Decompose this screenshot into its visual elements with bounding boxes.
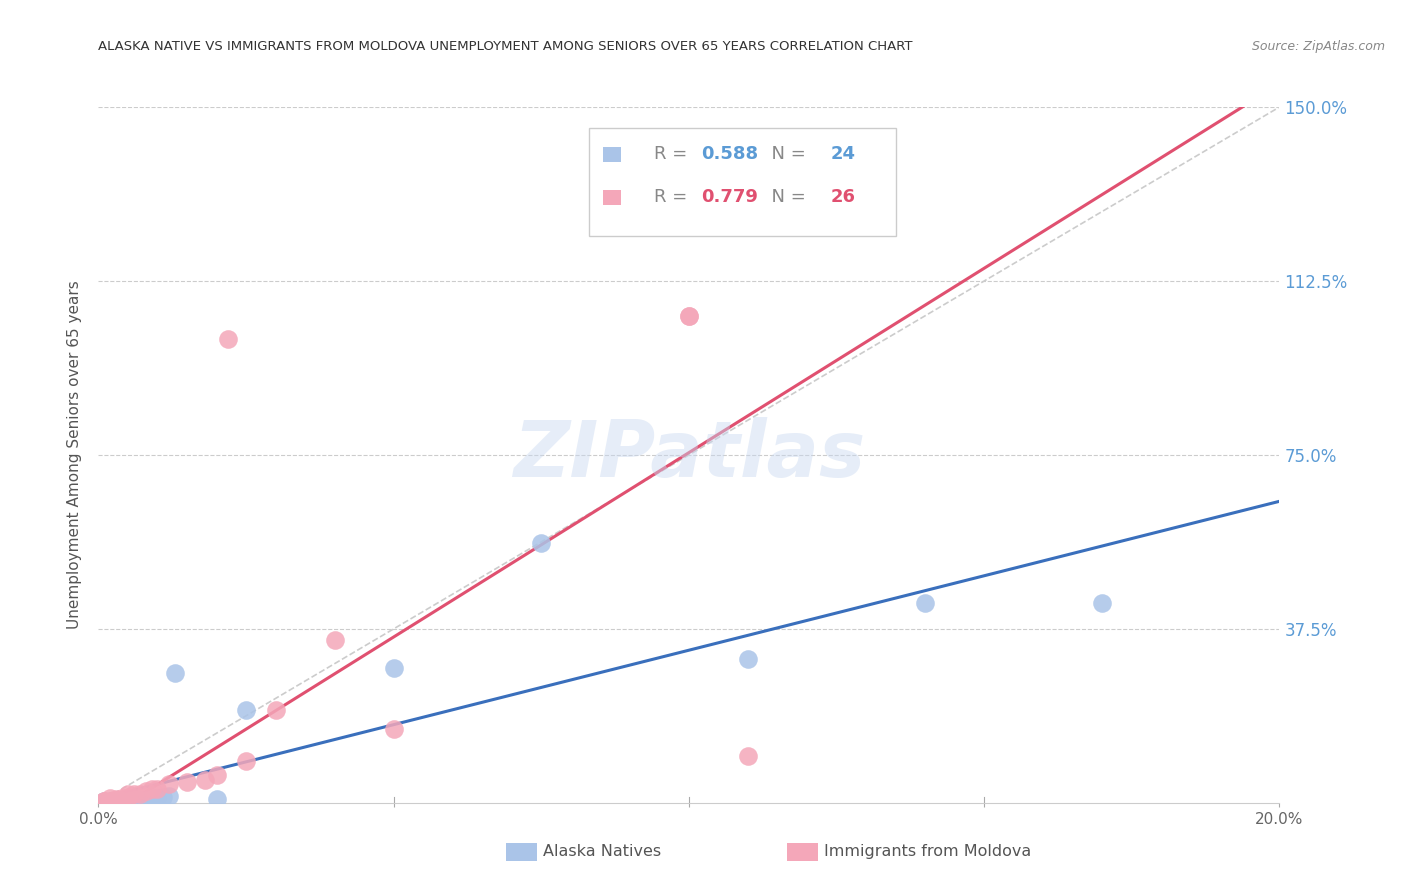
Point <box>93 795 115 809</box>
Point <box>382 722 405 736</box>
Text: Immigrants from Moldova: Immigrants from Moldova <box>824 845 1031 859</box>
Point <box>117 790 139 805</box>
Point <box>105 794 128 808</box>
Point <box>117 794 139 808</box>
Point <box>323 633 346 648</box>
Point <box>914 596 936 610</box>
Text: 0.779: 0.779 <box>700 188 758 206</box>
Text: ZIPatlas: ZIPatlas <box>513 417 865 493</box>
Text: 0.588: 0.588 <box>700 145 758 163</box>
Text: ALASKA NATIVE VS IMMIGRANTS FROM MOLDOVA UNEMPLOYMENT AMONG SENIORS OVER 65 YEAR: ALASKA NATIVE VS IMMIGRANTS FROM MOLDOVA… <box>98 40 912 54</box>
Point <box>105 794 128 808</box>
Point <box>111 794 134 808</box>
Text: R =: R = <box>654 188 693 206</box>
Text: 24: 24 <box>831 145 856 163</box>
Point <box>98 794 121 808</box>
Point <box>194 772 217 787</box>
Point <box>176 775 198 789</box>
Text: R =: R = <box>654 145 693 163</box>
Point <box>235 703 257 717</box>
Point <box>1091 596 1114 610</box>
Point <box>111 791 134 805</box>
Text: Source: ZipAtlas.com: Source: ZipAtlas.com <box>1251 40 1385 54</box>
Point <box>146 791 169 805</box>
Point <box>93 794 115 808</box>
Text: Alaska Natives: Alaska Natives <box>543 845 661 859</box>
Point <box>105 793 128 807</box>
Y-axis label: Unemployment Among Seniors over 65 years: Unemployment Among Seniors over 65 years <box>67 281 83 629</box>
Point <box>93 794 115 808</box>
Text: N =: N = <box>759 145 811 163</box>
FancyBboxPatch shape <box>603 146 621 162</box>
Point <box>146 781 169 796</box>
Point <box>382 661 405 675</box>
Point <box>98 791 121 805</box>
Point <box>111 794 134 808</box>
Point <box>264 703 287 717</box>
Point <box>141 792 163 806</box>
Point <box>105 792 128 806</box>
Point <box>165 665 187 680</box>
Point <box>678 309 700 323</box>
Point <box>205 768 228 782</box>
Point <box>737 749 759 764</box>
Point <box>530 536 553 550</box>
Point <box>122 787 145 801</box>
Point <box>98 794 121 808</box>
Point <box>141 781 163 796</box>
Point <box>235 754 257 768</box>
Point <box>117 787 139 801</box>
Point <box>205 792 228 806</box>
Point <box>135 792 157 806</box>
Point <box>122 793 145 807</box>
Point <box>128 787 150 801</box>
FancyBboxPatch shape <box>603 190 621 205</box>
Point <box>678 309 700 323</box>
Point <box>737 652 759 666</box>
Point <box>217 332 239 346</box>
Point <box>98 795 121 809</box>
Point <box>128 793 150 807</box>
FancyBboxPatch shape <box>589 128 896 235</box>
Point <box>152 790 174 805</box>
Point <box>157 789 180 803</box>
Text: 26: 26 <box>831 188 856 206</box>
Point <box>157 777 180 791</box>
Text: N =: N = <box>759 188 811 206</box>
Point <box>93 794 115 808</box>
Point <box>135 784 157 798</box>
